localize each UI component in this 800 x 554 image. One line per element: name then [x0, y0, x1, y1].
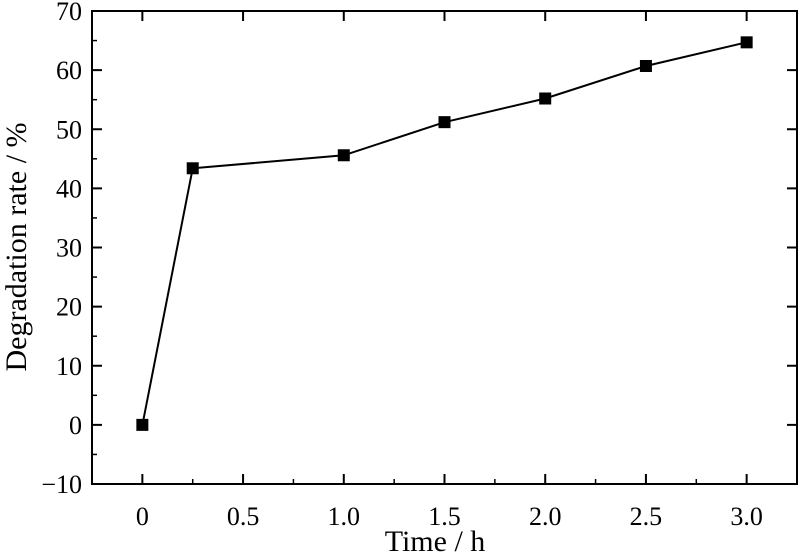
y-tick-label: 10: [56, 352, 82, 381]
x-tick-label: 1.5: [428, 502, 461, 531]
x-tick-label: 1.0: [328, 502, 361, 531]
y-tick-label: 50: [56, 115, 82, 144]
data-series: [136, 36, 753, 431]
data-point-marker: [136, 418, 149, 431]
data-point-marker: [438, 116, 451, 129]
data-point-marker: [186, 162, 199, 175]
x-tick-label: 0: [136, 502, 149, 531]
y-axis-ticks: −10 0 10 20 30 40 50 60 70: [41, 0, 797, 499]
y-tick-label: 40: [56, 174, 82, 203]
y-tick-label: 20: [56, 293, 82, 322]
y-tick-label: 30: [56, 234, 82, 263]
data-point-marker: [539, 92, 552, 105]
y-tick-label: 70: [56, 0, 82, 26]
y-axis-title: Degradation rate / %: [0, 122, 33, 371]
series-line: [141, 41, 747, 426]
x-tick-label: 0.5: [227, 502, 260, 531]
x-tick-label: 2.0: [529, 502, 562, 531]
data-point-marker: [639, 59, 652, 72]
x-axis-title: Time / h: [385, 525, 486, 554]
plot-frame: [91, 10, 798, 485]
y-tick-label: −10: [41, 470, 82, 499]
y-tick-label: 60: [56, 56, 82, 85]
x-tick-label: 3.0: [730, 502, 763, 531]
y-tick-label: 0: [69, 411, 82, 440]
data-point-marker: [337, 149, 350, 162]
x-axis-ticks: 0 0.5 1.0 1.5 2.0 2.5 3.0: [136, 11, 763, 531]
data-point-marker: [740, 36, 753, 49]
x-tick-label: 2.5: [630, 502, 663, 531]
